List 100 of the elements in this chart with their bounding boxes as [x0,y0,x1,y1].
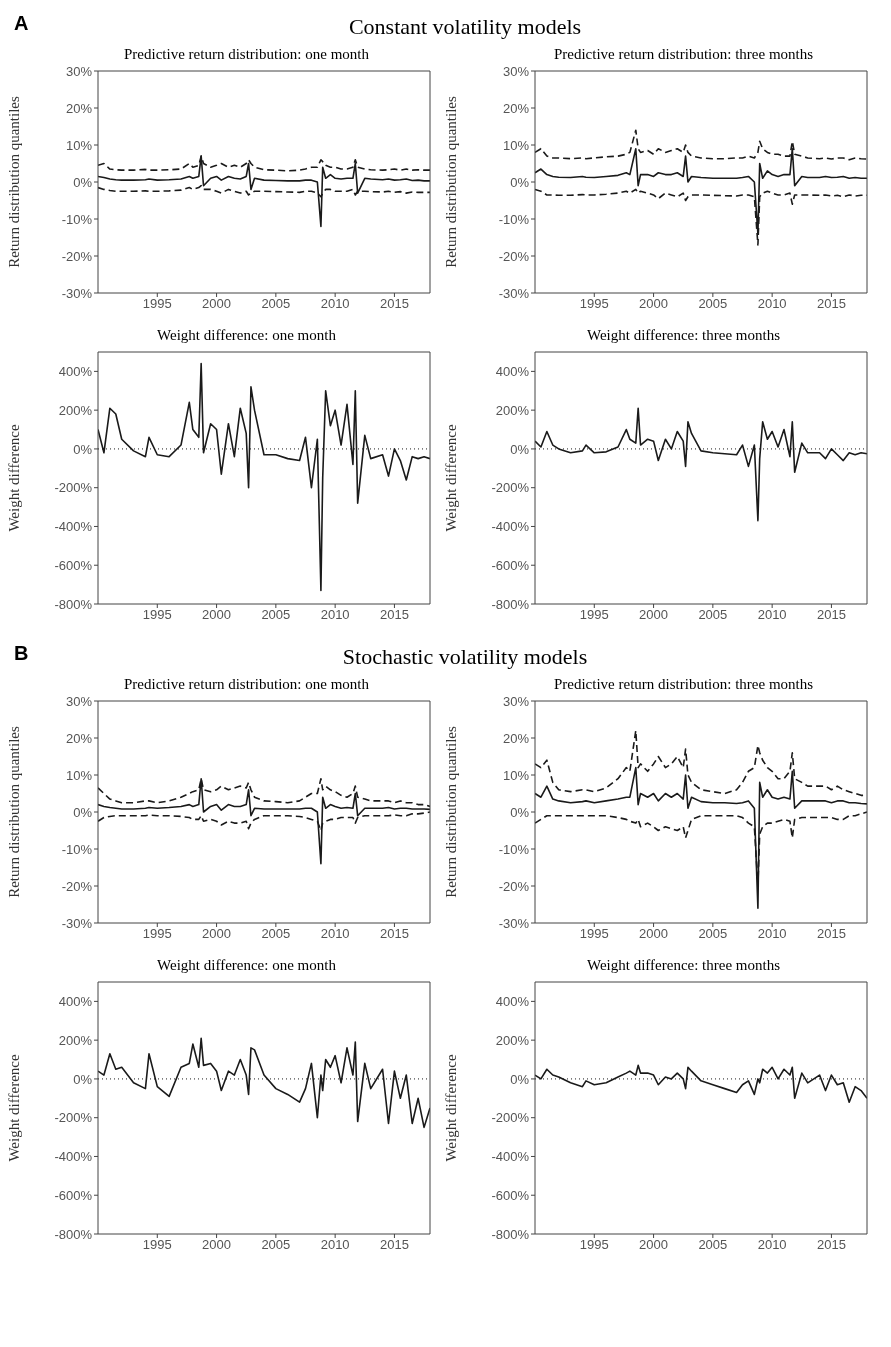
y-tick-label: 20% [65,730,93,746]
y-tick-label: -10% [61,841,93,857]
y-axis-title: Return distribution quantiles [443,726,460,898]
x-tick-label: 1995 [579,296,609,312]
x-tick-label: 2005 [698,1237,728,1253]
y-tick-label: -800% [491,596,530,612]
x-tick-label: 2005 [261,296,291,312]
x-tick-label: 2000 [639,1237,669,1253]
y-tick-label: -800% [491,1226,530,1242]
x-tick-label: 2005 [261,607,291,623]
y-tick-label: 400% [58,364,93,379]
x-tick-label: 2010 [320,926,350,942]
y-tick-label: -20% [61,878,93,894]
x-tick-label: 2010 [320,1237,350,1253]
y-tick-label: 10% [502,137,530,153]
line-series [535,407,867,522]
x-tick-label: 2015 [379,1237,409,1253]
y-tick-label: -400% [491,519,530,535]
x-tick-label: 2000 [202,607,232,623]
y-tick-label: -200% [54,480,93,496]
y-tick-label: 200% [495,1032,530,1048]
y-tick-label: -200% [491,480,530,496]
y-tick-label: 20% [502,100,530,116]
x-tick-label: 2015 [379,296,409,312]
y-tick-label: 200% [58,1032,93,1048]
y-tick-label: -400% [54,519,93,535]
y-tick-label: 30% [65,693,93,709]
text: Stochastic volatility models [341,644,589,670]
x-tick-label: 2010 [757,1237,787,1253]
y-tick-label: -20% [498,248,530,264]
line-series [98,1037,430,1129]
y-tick-label: 0% [73,804,93,820]
text: Constant volatility models [347,14,583,40]
line-series [98,155,430,228]
y-tick-label: -400% [491,1149,530,1165]
y-axis-title: Return distribution quantiles [6,96,23,268]
y-axis-title: Return distribution quantiles [6,726,23,898]
x-tick-label: 2005 [698,926,728,942]
x-tick-label: 2010 [320,607,350,623]
line-series [535,1064,867,1103]
y-tick-label: 0% [73,441,93,457]
chart-title: Predictive return distribution: one month [123,676,370,694]
x-tick-label: 2015 [379,607,409,623]
text: A [14,12,29,35]
y-axis-title: Return distribution quantiles [443,96,460,268]
y-tick-label: -30% [498,285,530,301]
line-series [98,362,430,592]
y-tick-label: 20% [502,730,530,746]
text: B [14,642,29,665]
y-tick-label: -200% [491,1110,530,1126]
chart-title: Predictive return distribution: three months [552,46,815,64]
y-tick-label: -30% [61,915,93,931]
x-tick-label: 1995 [142,296,172,312]
y-tick-label: 30% [502,693,530,709]
x-tick-label: 2010 [320,296,350,312]
y-tick-label: -20% [61,248,93,264]
y-axis-title: Weight difference [443,1054,460,1162]
x-tick-label: 1995 [579,607,609,623]
y-tick-label: 10% [65,137,93,153]
chart-title: Weight difference: three months [586,957,781,975]
x-tick-label: 1995 [142,1237,172,1253]
y-tick-label: -800% [54,1226,93,1242]
y-tick-label: -400% [54,1149,93,1165]
x-tick-label: 2005 [261,926,291,942]
y-tick-label: 400% [58,994,93,1009]
y-tick-label: 10% [65,767,93,783]
y-tick-label: 200% [495,402,530,418]
y-tick-label: -30% [61,285,93,301]
x-tick-label: 2015 [816,296,846,312]
y-axis-title: Weight difference [443,424,460,532]
y-tick-label: 0% [73,1071,93,1087]
y-tick-label: -600% [491,557,530,573]
chart-title: Predictive return distribution: three months [552,676,815,694]
y-tick-label: 400% [495,364,530,379]
y-tick-label: -30% [498,915,530,931]
x-tick-label: 2015 [379,926,409,942]
x-tick-label: 2015 [816,607,846,623]
y-axis-title: Weight difference [6,1054,23,1162]
x-tick-label: 2010 [757,926,787,942]
y-tick-label: 0% [73,174,93,190]
y-tick-label: -10% [498,841,530,857]
x-tick-label: 2000 [639,926,669,942]
x-tick-label: 1995 [579,1237,609,1253]
y-tick-label: -600% [54,1187,93,1203]
x-tick-label: 2005 [698,607,728,623]
y-tick-label: -600% [54,557,93,573]
chart-title: Weight difference: three months [586,327,781,345]
y-tick-label: 400% [495,994,530,1009]
y-tick-label: 0% [510,804,530,820]
x-tick-label: 1995 [142,926,172,942]
y-axis-title: Weight difference [6,424,23,532]
x-tick-label: 2005 [261,1237,291,1253]
x-tick-label: 2015 [816,926,846,942]
y-tick-label: -10% [498,211,530,227]
y-tick-label: -10% [61,211,93,227]
y-tick-label: 30% [65,63,93,79]
chart-title: Weight difference: one month [156,957,337,975]
x-tick-label: 1995 [579,926,609,942]
x-tick-label: 2000 [202,296,232,312]
y-tick-label: 0% [510,441,530,457]
